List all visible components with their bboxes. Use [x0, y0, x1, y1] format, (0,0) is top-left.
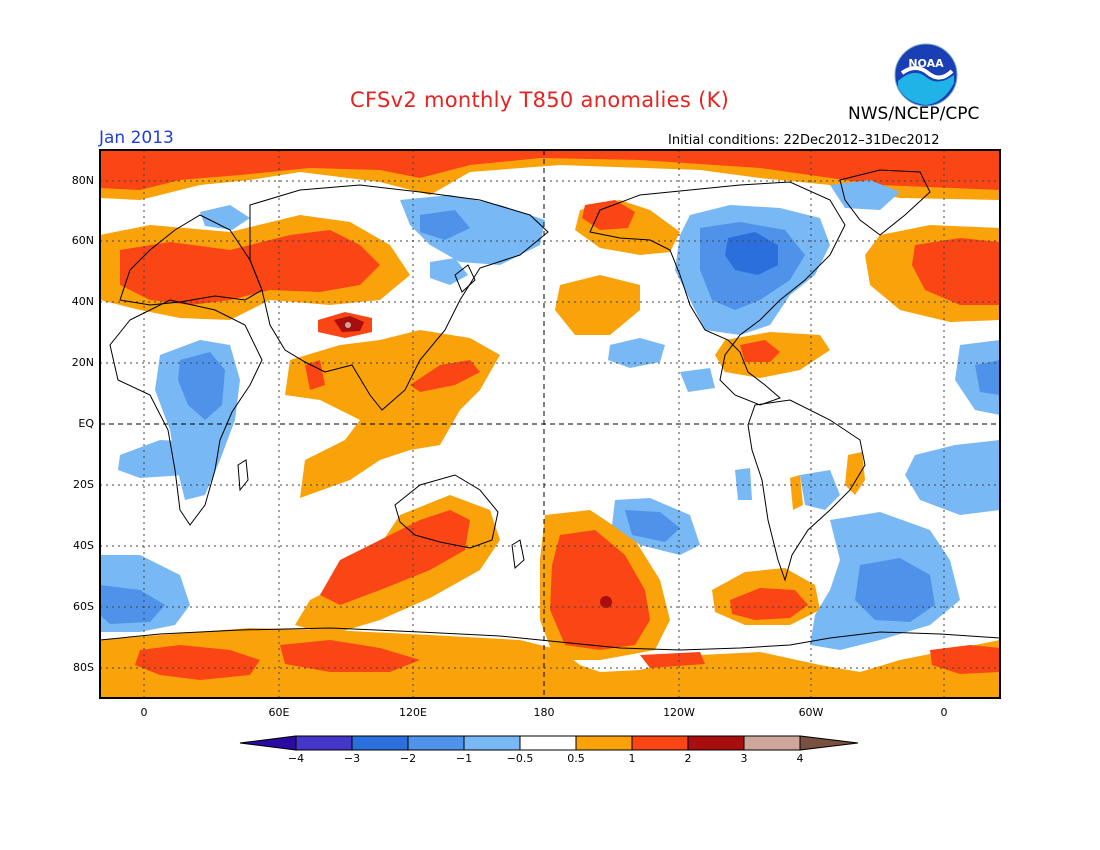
lat-label: 40N: [71, 295, 94, 308]
lat-label: EQ: [78, 417, 94, 430]
colorbar-label: −2: [399, 752, 417, 765]
lon-label: 120W: [663, 706, 695, 719]
colorbar-label: −0.5: [506, 752, 534, 765]
colorbar-label: 2: [684, 752, 692, 765]
colorbar-bin: [463, 735, 521, 751]
coast-new-zealand: [511, 539, 525, 570]
coast-north-america: [589, 181, 846, 406]
lon-label: 0: [940, 706, 948, 719]
cold-strong-regions: [725, 232, 778, 275]
colorbar-label: 4: [796, 752, 804, 765]
colorbar-bin: [575, 735, 633, 751]
noaa-logo-text: NOAA: [908, 57, 944, 70]
reference-lines: [100, 150, 1000, 698]
coast-greenland: [839, 169, 931, 236]
colorbar-arrow-left: [239, 735, 297, 751]
initial-conditions: Initial conditions: 22Dec2012–31Dec2012: [668, 133, 940, 148]
lat-label: 60N: [71, 234, 94, 247]
colorbar-label: 1: [628, 752, 636, 765]
coastlines: [100, 169, 1000, 651]
colorbar-label: −1: [455, 752, 473, 765]
warm-extreme-spot: [345, 322, 351, 328]
warm-moderate-regions: [100, 150, 1000, 680]
graticule: [100, 150, 1000, 698]
coast-japan: [454, 264, 476, 293]
month-label: Jan 2013: [99, 128, 174, 148]
lon-label: 60W: [798, 706, 824, 719]
lon-label: 60E: [268, 706, 290, 719]
map-title: CFSv2 monthly T850 anomalies (K): [350, 88, 730, 112]
colorbar-bin: [407, 735, 465, 751]
colorbar-label: −4: [287, 752, 305, 765]
colorbar-bin: [351, 735, 409, 751]
colorbar-bin: [687, 735, 745, 751]
coast-madagascar: [237, 459, 249, 492]
colorbar-bin: [295, 735, 353, 751]
colorbar-arrow-right: [799, 735, 859, 751]
anomaly-fields: [100, 150, 1000, 698]
colorbar-label: 3: [740, 752, 748, 765]
lon-label: 120E: [399, 706, 427, 719]
cold-moderate-regions: [100, 210, 1000, 624]
lat-label: 60S: [73, 600, 94, 613]
coast-asia: [249, 184, 549, 411]
lat-label: 40S: [73, 539, 94, 552]
lon-label: 180: [533, 706, 555, 719]
colorbar-bin: [519, 735, 577, 751]
lon-label: 0: [140, 706, 148, 719]
coast-south-america: [747, 399, 866, 582]
coast-australia: [394, 474, 499, 549]
lat-label: 80N: [71, 174, 94, 187]
colorbar-label: −3: [343, 752, 361, 765]
colorbar-bin: [743, 735, 801, 751]
agency-label: NWS/NCEP/CPC: [848, 104, 980, 124]
noaa-logo: NOAA: [894, 43, 958, 107]
colorbar-label: 0.5: [567, 752, 585, 765]
coast-africa: [109, 299, 263, 526]
colorbar-bin: [631, 735, 689, 751]
lat-label: 20N: [71, 356, 94, 369]
map-frame: [99, 149, 1001, 699]
lat-label: 20S: [73, 478, 94, 491]
lat-label: 80S: [73, 661, 94, 674]
colorbar: [239, 735, 859, 751]
coast-antarctica: [100, 627, 1000, 651]
